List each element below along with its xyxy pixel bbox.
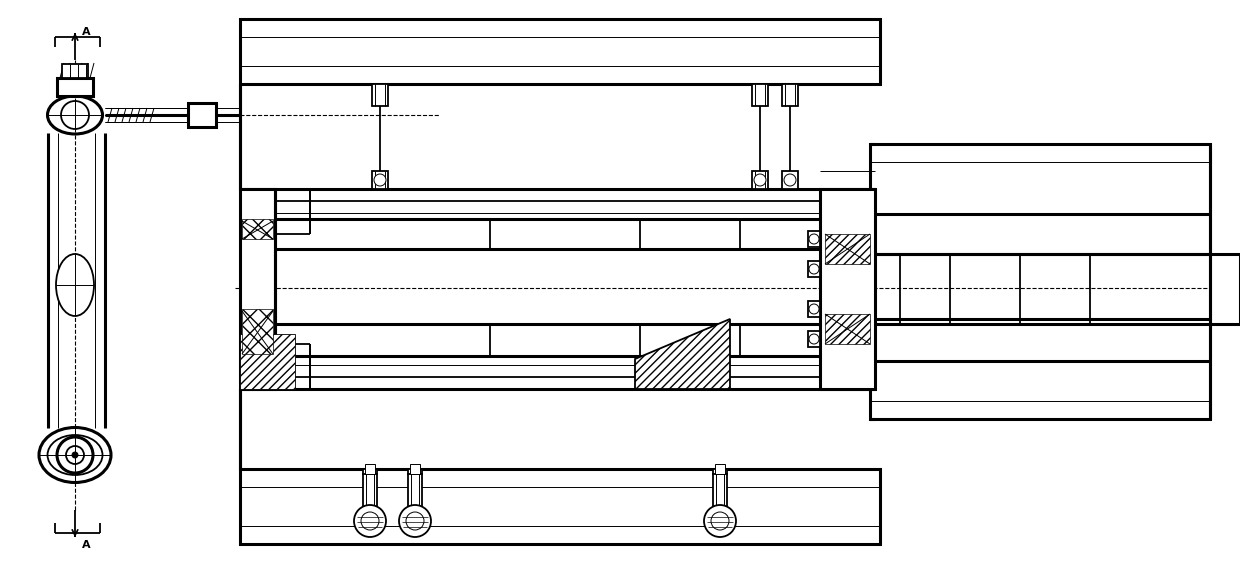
Circle shape xyxy=(353,505,386,537)
Bar xyxy=(62,64,88,78)
Bar xyxy=(372,171,388,189)
Circle shape xyxy=(399,505,432,537)
Bar xyxy=(188,103,216,127)
Circle shape xyxy=(808,304,818,314)
Bar xyxy=(715,464,725,474)
Bar xyxy=(242,309,273,354)
Circle shape xyxy=(808,334,818,344)
Bar xyxy=(751,84,768,106)
Ellipse shape xyxy=(47,96,103,134)
Circle shape xyxy=(57,437,93,473)
Circle shape xyxy=(72,452,78,458)
Text: A: A xyxy=(82,540,91,550)
Bar xyxy=(241,19,880,84)
Bar xyxy=(782,84,799,106)
Polygon shape xyxy=(635,319,730,389)
Bar xyxy=(820,189,875,389)
Bar xyxy=(808,331,820,347)
Bar xyxy=(241,469,880,544)
Circle shape xyxy=(704,505,737,537)
Circle shape xyxy=(405,512,424,530)
Bar xyxy=(808,261,820,277)
Polygon shape xyxy=(241,334,295,389)
Circle shape xyxy=(66,446,84,464)
Ellipse shape xyxy=(56,254,94,316)
Bar xyxy=(713,469,727,519)
Circle shape xyxy=(361,512,379,530)
Circle shape xyxy=(784,174,796,186)
Bar xyxy=(410,464,420,474)
Bar xyxy=(825,234,870,264)
Bar xyxy=(241,189,275,389)
Bar xyxy=(408,469,422,519)
Circle shape xyxy=(374,174,386,186)
Bar xyxy=(751,171,768,189)
Bar xyxy=(782,171,799,189)
Circle shape xyxy=(61,101,89,129)
Circle shape xyxy=(711,512,729,530)
Circle shape xyxy=(808,234,818,244)
Bar xyxy=(363,469,377,519)
Bar xyxy=(808,231,820,247)
Bar xyxy=(242,219,273,239)
Bar xyxy=(825,314,870,344)
Bar xyxy=(365,464,374,474)
Text: A: A xyxy=(82,27,91,37)
Circle shape xyxy=(808,264,818,274)
Ellipse shape xyxy=(47,435,103,475)
Bar xyxy=(372,84,388,106)
Bar xyxy=(870,144,1210,419)
Ellipse shape xyxy=(38,428,112,483)
Bar xyxy=(808,301,820,317)
Circle shape xyxy=(754,174,766,186)
Bar xyxy=(57,78,93,96)
